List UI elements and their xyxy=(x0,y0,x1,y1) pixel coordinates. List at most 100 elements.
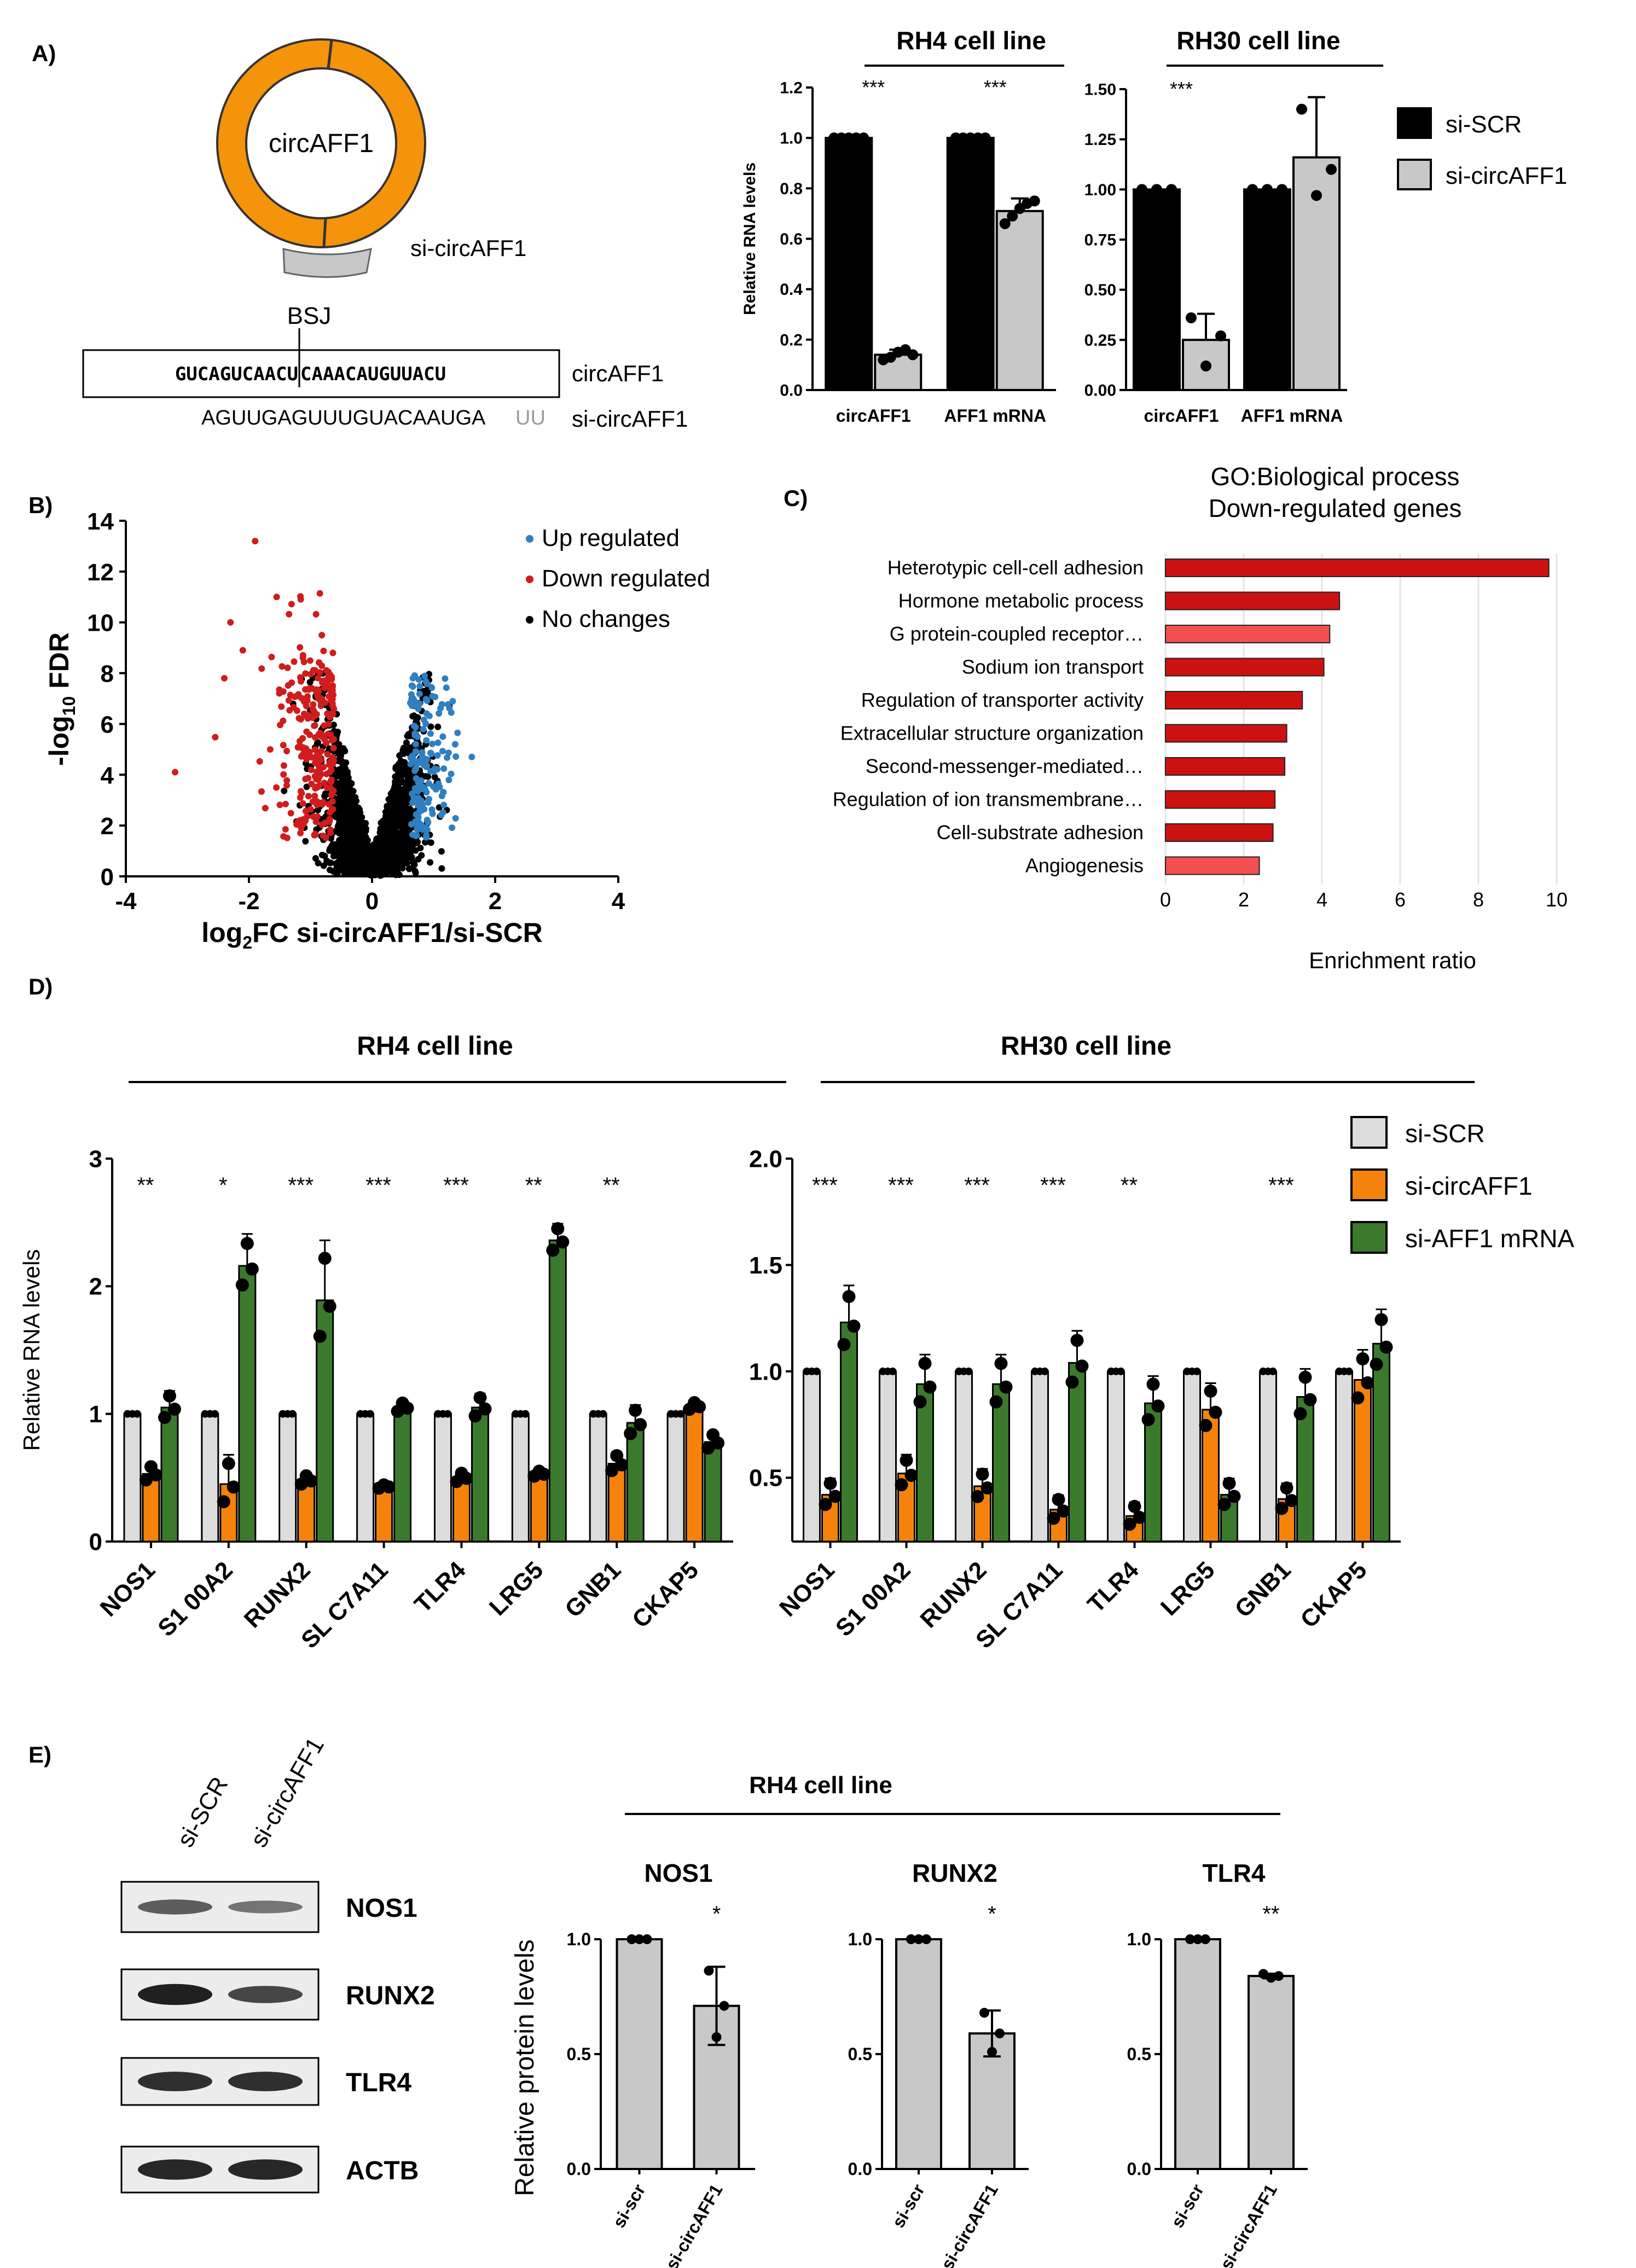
volcano-point-down xyxy=(311,793,318,800)
data-point xyxy=(1379,1340,1393,1354)
y-tick-label: 1.0 xyxy=(1127,1929,1151,1949)
volcano-point-down xyxy=(328,673,335,681)
volcano-point-no-change xyxy=(338,792,345,799)
y-tick-label: 1.2 xyxy=(780,79,803,97)
legend-up-label: Up regulated xyxy=(542,525,680,551)
volcano-point-down xyxy=(306,657,314,664)
data-point xyxy=(235,1278,249,1292)
y-tick-label: 2 xyxy=(89,1273,102,1300)
data-point xyxy=(366,1410,374,1418)
volcano-point-up xyxy=(409,674,416,682)
data-point xyxy=(1146,1377,1160,1391)
volcano-point-down xyxy=(316,669,323,676)
volcano-point-down xyxy=(316,659,323,666)
x-tick-label: si-scr xyxy=(1167,2181,1208,2231)
volcano-point-no-change xyxy=(379,862,386,869)
y-tick-label: 0.5 xyxy=(848,2044,872,2064)
bar xyxy=(279,1413,297,1543)
data-point xyxy=(813,1367,821,1375)
legend-down-marker xyxy=(526,575,533,583)
volcano-point-down xyxy=(297,596,304,603)
chart-d-rh4: RH4 cell line 0 1 2 3 Relative RNA levels NOS1… xyxy=(19,1032,786,1654)
data-point xyxy=(1136,184,1147,195)
volcano-point-down xyxy=(287,691,294,699)
data-point xyxy=(1217,1498,1231,1511)
x-tick-label: CKAP5 xyxy=(1295,1556,1372,1633)
data-point xyxy=(521,1410,530,1418)
chart-title: NOS1 xyxy=(644,1859,712,1887)
volcano-point-down xyxy=(280,742,287,749)
volcano-point-no-change xyxy=(339,811,346,818)
data-point xyxy=(1222,1476,1236,1490)
sirna-arc xyxy=(282,247,372,278)
data-point xyxy=(139,1473,153,1487)
volcano-point-down xyxy=(268,653,275,660)
volcano-point-down xyxy=(293,693,300,700)
x-tick-label: RUNX2 xyxy=(239,1556,316,1633)
data-point xyxy=(1215,330,1226,341)
volcano-point-no-change xyxy=(358,825,366,833)
chart-title: RH4 cell line xyxy=(357,1032,513,1061)
x-tick-label: GNB1 xyxy=(560,1556,626,1623)
data-point xyxy=(626,1934,637,1944)
data-point xyxy=(217,1495,230,1509)
volcano-point-no-change xyxy=(357,820,364,827)
x-tick-label: RUNX2 xyxy=(915,1556,991,1633)
significance-label: ** xyxy=(1262,1902,1279,1926)
y-tick-label: 6 xyxy=(101,711,114,738)
data-point xyxy=(995,2028,1005,2039)
si-seq-tail: UU xyxy=(515,406,546,429)
volcano-point-down xyxy=(312,818,320,825)
volcano-point-no-change xyxy=(394,821,401,828)
volcano-point-down xyxy=(309,754,316,761)
data-point xyxy=(1298,1370,1312,1384)
data-point xyxy=(1227,1490,1241,1503)
data-point xyxy=(222,1457,235,1470)
volcano-point-no-change xyxy=(326,859,333,867)
volcano-point-down xyxy=(316,590,323,597)
legend-swatch xyxy=(1350,1221,1388,1254)
significance-label: * xyxy=(219,1173,228,1197)
y-tick-label: 0.00 xyxy=(1084,382,1116,400)
chart-title: RUNX2 xyxy=(912,1859,997,1887)
bar xyxy=(1031,1370,1049,1543)
data-point xyxy=(401,1401,414,1415)
data-point xyxy=(923,1380,937,1394)
bar xyxy=(1165,757,1286,776)
y-axis-label: -log10 FDR xyxy=(44,632,79,766)
volcano-point-up xyxy=(423,834,430,841)
volcano-point-up xyxy=(427,749,434,757)
volcano-point-no-change xyxy=(339,827,346,834)
data-point xyxy=(847,1319,861,1333)
data-point xyxy=(605,1464,619,1478)
data-point xyxy=(979,2008,989,2018)
volcano-point-down xyxy=(282,800,289,807)
volcano-point-no-change xyxy=(345,789,352,796)
volcano-point-down xyxy=(266,746,274,753)
volcano-point-down xyxy=(283,748,291,755)
bar xyxy=(992,1383,1010,1543)
volcano-point-no-change xyxy=(438,848,445,855)
volcano-point-no-change xyxy=(403,841,410,848)
data-point xyxy=(382,1480,396,1494)
data-point xyxy=(711,2032,722,2042)
volcano-point-down xyxy=(303,728,310,735)
bar xyxy=(1296,1396,1314,1543)
volcano-point-no-change xyxy=(393,784,400,791)
data-point xyxy=(211,1410,219,1418)
category-label: Extracellular structure organization xyxy=(840,722,1144,745)
bar xyxy=(1259,1370,1277,1543)
volcano-point-up xyxy=(420,725,427,732)
x-axis-label-part: FC si-circAFF1/si-SCR xyxy=(252,917,543,948)
volcano-point-up xyxy=(428,684,436,691)
volcano-point-up xyxy=(412,833,419,840)
bar xyxy=(955,1370,973,1543)
bar xyxy=(995,210,1044,391)
volcano-point-up xyxy=(429,810,436,817)
data-point xyxy=(994,1357,1008,1370)
y-tick-label: 0.50 xyxy=(1084,281,1116,299)
data-point xyxy=(1266,1973,1276,1983)
volcano-point-down xyxy=(310,813,317,821)
volcano-point-no-change xyxy=(303,783,310,790)
data-point xyxy=(318,1252,332,1265)
